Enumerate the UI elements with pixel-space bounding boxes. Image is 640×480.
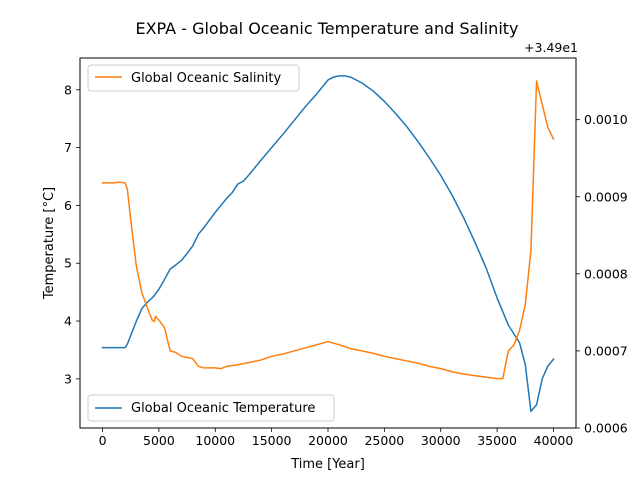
- y2-tick-label: 0.0009: [584, 189, 628, 204]
- legend-salinity-label: Global Oceanic Salinity: [131, 71, 281, 86]
- legend-temperature: Global Oceanic Temperature: [87, 394, 335, 422]
- x-tick-label: 0: [99, 433, 107, 448]
- chart-title: EXPA - Global Oceanic Temperature and Sa…: [135, 19, 518, 38]
- legend-salinity: Global Oceanic Salinity: [87, 64, 300, 92]
- x-tick-label: 15000: [252, 433, 292, 448]
- y2-offset-text: +3.49e1: [524, 40, 578, 55]
- legend-salinity-box: [87, 64, 300, 92]
- x-tick-label: 10000: [195, 433, 235, 448]
- y2-tick-label: 0.0010: [584, 112, 628, 127]
- y-axis-label: Temperature [°C]: [42, 187, 57, 300]
- y-tick-label: 8: [64, 82, 72, 97]
- x-tick-label: 30000: [421, 433, 461, 448]
- y-tick-label: 7: [64, 140, 72, 155]
- y2-tick-label: 0.0007: [584, 343, 628, 358]
- series-layer: [101, 75, 555, 412]
- y-tick-label: 5: [64, 256, 72, 271]
- x-axis-label: Time [Year]: [290, 457, 365, 472]
- y-tick-label: 4: [64, 314, 72, 329]
- y-tick-label: 3: [64, 371, 72, 386]
- legend-temperature-label: Global Oceanic Temperature: [131, 401, 315, 416]
- x-tick-label: 25000: [364, 433, 404, 448]
- x-tick-label: 5000: [143, 433, 175, 448]
- y2-tick-label: 0.0008: [584, 266, 628, 281]
- y-axis-right: 0.0006 0.0007 0.0008 0.0009 0.0010: [576, 112, 628, 436]
- y2-tick-label: 0.0006: [584, 421, 628, 436]
- series-line-salinity: [101, 80, 555, 380]
- x-tick-label: 20000: [308, 433, 348, 448]
- x-axis: 0 5000 10000 15000 20000 25000 30000 35000 40000: [99, 428, 574, 448]
- series-line-temperature: [101, 75, 555, 412]
- x-tick-label: 35000: [477, 433, 517, 448]
- y-axis-left: 3 4 5 6 7 8: [64, 82, 80, 386]
- y-tick-label: 6: [64, 198, 72, 213]
- legend-temperature-box: [87, 394, 335, 422]
- x-tick-label: 40000: [534, 433, 574, 448]
